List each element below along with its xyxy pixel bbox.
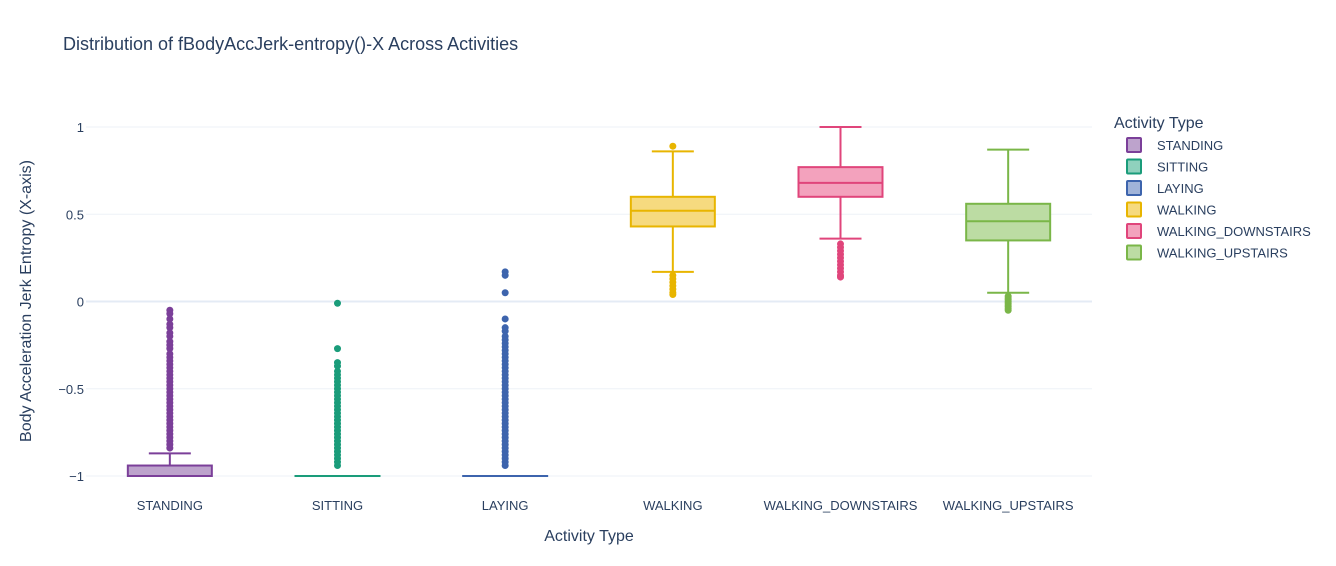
legend-item[interactable]: WALKING bbox=[1126, 201, 1216, 218]
legend-title: Activity Type bbox=[1114, 115, 1204, 132]
x-tick-label: STANDING bbox=[137, 498, 203, 513]
legend-swatch bbox=[1126, 137, 1142, 153]
x-tick-label: WALKING_UPSTAIRS bbox=[943, 498, 1074, 513]
y-tick-label: −0.5 bbox=[58, 382, 84, 397]
outlier-point bbox=[501, 289, 509, 297]
x-tick-label: WALKING_DOWNSTAIRS bbox=[764, 498, 918, 513]
legend-label: STANDING bbox=[1157, 138, 1223, 153]
legend-label: SITTING bbox=[1157, 160, 1208, 175]
outlier-point bbox=[669, 291, 677, 299]
legend: Activity Type STANDING SITTING LAYING WALKI… bbox=[1114, 115, 1311, 261]
outlier-point bbox=[166, 345, 174, 353]
legend-item[interactable]: WALKING_UPSTAIRS bbox=[1126, 244, 1288, 261]
outlier-point bbox=[501, 327, 509, 335]
y-tick-label: 1 bbox=[77, 120, 84, 135]
outlier-point bbox=[1004, 306, 1012, 314]
legend-label: WALKING bbox=[1157, 203, 1216, 218]
outlier-point bbox=[166, 324, 174, 332]
legend-swatch bbox=[1126, 244, 1142, 261]
x-tick-label: WALKING bbox=[643, 498, 702, 513]
y-axis-title: Body Acceleration Jerk Entropy (X-axis) bbox=[18, 160, 35, 442]
outlier-point bbox=[669, 142, 677, 150]
legend-label: WALKING_UPSTAIRS bbox=[1157, 246, 1288, 261]
chart-title: Distribution of fBodyAccJerk-entropy()-X… bbox=[63, 34, 518, 54]
boxes bbox=[126, 126, 1052, 478]
iqr-box bbox=[126, 464, 213, 477]
legend-swatch bbox=[1126, 158, 1142, 175]
legend-item[interactable]: LAYING bbox=[1126, 180, 1204, 196]
outlier-point bbox=[334, 299, 341, 307]
outlier-point bbox=[166, 310, 174, 318]
x-tick-label: LAYING bbox=[482, 498, 529, 513]
legend-label: LAYING bbox=[1157, 181, 1204, 196]
outlier-point bbox=[501, 462, 509, 470]
y-tick-label: −1 bbox=[69, 469, 84, 484]
outlier-point bbox=[166, 315, 174, 323]
outlier-point bbox=[166, 332, 174, 340]
legend-swatch bbox=[1126, 180, 1142, 196]
legend-swatch bbox=[1126, 201, 1142, 218]
x-axis-title: Activity Type bbox=[544, 528, 634, 545]
outlier-point bbox=[837, 273, 844, 281]
outlier-point bbox=[501, 271, 509, 279]
legend-label: WALKING_DOWNSTAIRS bbox=[1157, 224, 1311, 239]
y-tick-label: 0.5 bbox=[66, 207, 84, 222]
legend-item[interactable]: STANDING bbox=[1126, 137, 1223, 153]
outlier-point bbox=[334, 362, 341, 370]
box-standing bbox=[126, 306, 213, 477]
x-axis-ticks: STANDING SITTING LAYING WALKING WALKING_DOWN… bbox=[137, 498, 1074, 513]
x-tick-label: SITTING bbox=[312, 498, 363, 513]
legend-item[interactable]: SITTING bbox=[1126, 158, 1208, 175]
legend-swatch bbox=[1126, 223, 1142, 239]
outlier-point bbox=[166, 444, 174, 452]
gridlines bbox=[86, 126, 1092, 477]
legend-item[interactable]: WALKING_DOWNSTAIRS bbox=[1126, 223, 1311, 239]
outlier-point bbox=[334, 345, 341, 353]
outlier-point bbox=[501, 315, 509, 323]
box-walking bbox=[629, 142, 716, 299]
box-sitting bbox=[294, 299, 381, 478]
box-walking-downstairs bbox=[797, 126, 884, 281]
box-laying bbox=[462, 268, 549, 478]
y-tick-label: 0 bbox=[77, 295, 84, 310]
outlier-point bbox=[334, 462, 341, 470]
y-axis-ticks: 1 0.5 0 −0.5 −1 bbox=[58, 120, 84, 484]
box-walking-upstairs bbox=[965, 148, 1052, 314]
